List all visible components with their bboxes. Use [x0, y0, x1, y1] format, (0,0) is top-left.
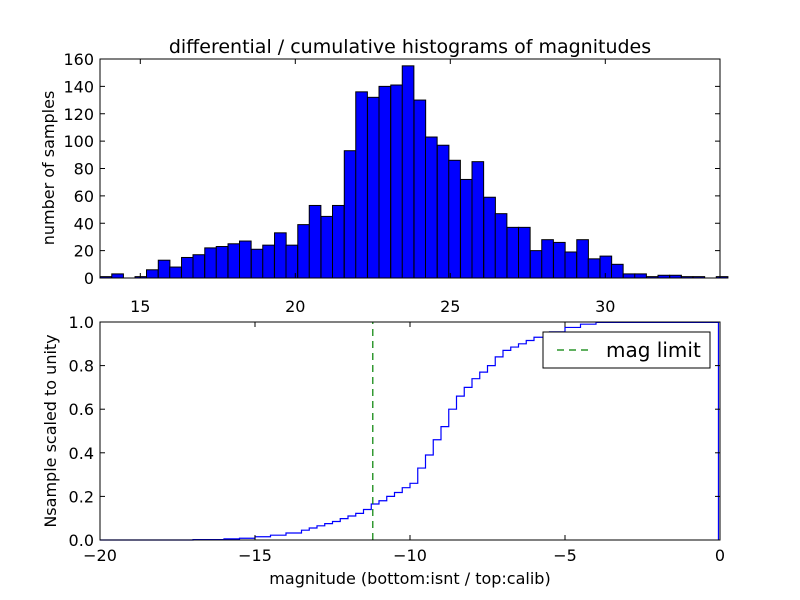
histogram-bar — [413, 99, 427, 279]
cumulative-ticks: 0.0 0.2 0.4 0.6 0.8 1.0 −20 −15 −10 −5 0 — [69, 313, 726, 565]
y-tick-label: 0.4 — [69, 444, 94, 463]
cumulative-lines — [100, 321, 720, 541]
x-axis-title: magnitude (bottom:isnt / top:calib) — [269, 569, 550, 588]
legend-label-mag-limit: mag limit — [606, 338, 701, 362]
histogram-bar — [529, 250, 543, 279]
histogram-bar — [157, 259, 171, 279]
histogram-bar — [506, 226, 520, 279]
y-tick-label: 0 — [84, 269, 94, 288]
histogram-y-axis-title: number of samples — [39, 91, 58, 246]
histogram-bar — [181, 256, 194, 279]
histogram-bar — [146, 269, 159, 279]
y-tick-label: 40 — [74, 214, 94, 233]
histogram-bar — [715, 276, 729, 279]
histogram-chart: differential / cumulative histograms of … — [39, 36, 729, 316]
histogram-bar — [343, 150, 357, 279]
histogram-bar — [390, 84, 403, 279]
histogram-bar — [215, 246, 229, 279]
histogram-bar — [460, 178, 473, 279]
histogram-bar — [448, 159, 461, 279]
histogram-bar — [355, 91, 368, 279]
histogram-bar — [576, 239, 589, 279]
histogram-bar — [274, 232, 287, 279]
y-tick-label: 120 — [63, 105, 94, 124]
y-tick-label: 20 — [74, 242, 94, 261]
histogram-bar — [425, 136, 438, 279]
histogram-bar — [622, 273, 636, 279]
y-tick-label: 0.0 — [69, 531, 94, 550]
histogram-bar — [378, 85, 392, 279]
cumulative-y-axis-title: Nsample scaled to unity — [41, 334, 60, 527]
histogram-bar — [320, 215, 334, 279]
histogram-bar — [204, 247, 217, 279]
histogram-bar — [611, 263, 624, 279]
histogram-bar — [599, 255, 613, 279]
histogram-bar — [227, 243, 241, 279]
histogram-bar — [169, 266, 182, 279]
histogram-bar — [553, 241, 566, 279]
cumulative-step-line — [100, 321, 720, 541]
histogram-bar — [285, 244, 299, 279]
cumulative-frame — [99, 321, 721, 541]
histogram-ticks: 0 20 40 60 80 100 120 140 160 15 20 25 30 — [63, 50, 720, 316]
x-tick-label: −15 — [238, 546, 272, 565]
histogram-bar — [192, 254, 206, 279]
x-tick-label: 25 — [440, 297, 460, 316]
histogram-bar — [297, 224, 310, 279]
y-tick-label: 140 — [63, 77, 94, 96]
histogram-bar — [541, 239, 554, 279]
y-tick-label: 0.6 — [69, 400, 94, 419]
y-tick-label: 100 — [63, 132, 94, 151]
histogram-bar — [436, 144, 450, 279]
histogram-bar — [367, 96, 380, 279]
chart-title: differential / cumulative histograms of … — [169, 36, 651, 58]
histogram-bar — [332, 204, 345, 279]
histogram-bar — [239, 240, 252, 279]
x-tick-label: −5 — [553, 546, 577, 565]
y-tick-label: 80 — [74, 160, 94, 179]
y-tick-label: 0.2 — [69, 487, 94, 506]
x-tick-label: 30 — [595, 297, 615, 316]
histogram-bar — [401, 65, 415, 279]
histogram-bar — [518, 226, 531, 279]
histogram-bar — [250, 248, 264, 279]
y-tick-label: 60 — [74, 187, 94, 206]
x-tick-label: 0 — [715, 546, 725, 565]
y-tick-label: 160 — [63, 50, 94, 69]
legend: mag limit — [542, 331, 711, 369]
histogram-bar — [262, 244, 275, 279]
histogram-frame — [99, 58, 721, 279]
x-tick-label: −20 — [83, 546, 117, 565]
histogram-bar — [111, 273, 124, 279]
histogram-bar — [634, 273, 647, 279]
histogram-bar — [471, 161, 485, 279]
histogram-bar — [308, 204, 322, 279]
histogram-bar — [494, 213, 508, 279]
x-tick-label: −10 — [393, 546, 427, 565]
x-tick-label: 15 — [130, 297, 150, 316]
x-tick-label: 20 — [285, 297, 305, 316]
y-tick-label: 1.0 — [69, 313, 94, 332]
histogram-bar — [483, 196, 496, 279]
y-tick-label: 0.8 — [69, 357, 94, 376]
histogram-bar — [564, 251, 578, 279]
cumulative-chart: 0.0 0.2 0.4 0.6 0.8 1.0 −20 −15 −10 −5 0 magnitude… — [41, 313, 725, 588]
histogram-bar — [587, 258, 601, 279]
